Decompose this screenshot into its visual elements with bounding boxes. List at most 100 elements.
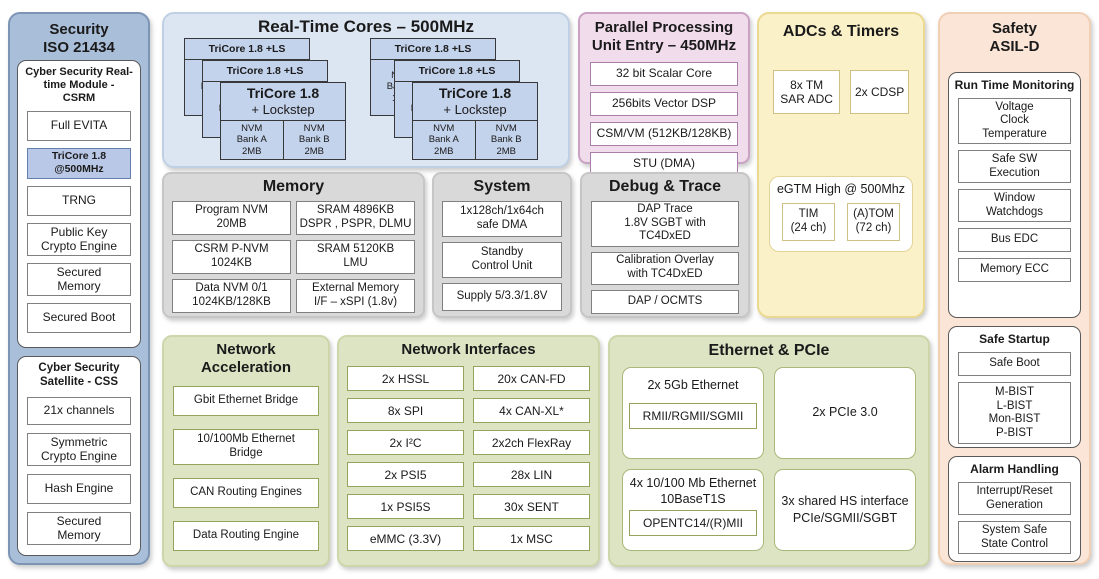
nvm-bank-b: NVM Bank B 2MB	[474, 121, 538, 159]
netaccel-item-10-100-bridge: 10/100Mb Ethernet Bridge	[173, 428, 319, 465]
ppu-title: Parallel Processing Unit Entry – 450MHz	[591, 19, 737, 55]
ppu-panel: Parallel Processing Unit Entry – 450MHz …	[578, 12, 750, 176]
safety-title: Safety ASIL-D	[989, 20, 1040, 56]
netif-cell-can-fd: 20x CAN-FD	[473, 366, 590, 392]
netif-cell-emmc: eMMC (3.3V)	[347, 526, 464, 552]
css-item-channels: 21x channels	[27, 396, 131, 425]
adc-timers-title: ADCs & Timers	[782, 23, 900, 40]
memory-cell-program-nvm: Program NVM 20MB	[172, 200, 291, 235]
csrm-item-secured-boot: Secured Boot	[27, 302, 131, 333]
nvm-bank-b: NVM Bank B 2MB	[282, 121, 346, 159]
csrm-item-public-key-crypto: Public Key Crypto Engine	[27, 222, 131, 256]
tricore-name: TriCore 1.8	[246, 85, 320, 101]
netif-cell-hssl: 2x HSSL	[347, 366, 464, 392]
egtm-item-tim: TIM (24 ch)	[782, 203, 835, 241]
startup-item-bist: M-BIST L-BIST Mon-BIST P-BIST	[958, 382, 1071, 445]
netif-cell-i2c: 2x I²C	[347, 430, 464, 456]
netif-cell-msc: 1x MSC	[473, 526, 590, 552]
egtm-subpanel: eGTM High @ 500Mhz TIM (24 ch) (A)TOM (7…	[769, 176, 913, 252]
ppu-item-vector-dsp: 256bits Vector DSP	[590, 91, 738, 116]
debug-item-dap-trace: DAP Trace 1.8V SGBT with TC4DxED	[591, 200, 739, 247]
debug-trace-title: Debug & Trace	[608, 178, 722, 195]
css-title: Cyber Security Satellite - CSS	[38, 362, 120, 388]
adc-item-cdsp: 2x CDSP	[850, 70, 909, 114]
css-item-hash-engine: Hash Engine	[27, 473, 131, 504]
network-acceleration-panel: Network Acceleration Gbit Ethernet Bridg…	[162, 335, 330, 567]
egtm-item-atom: (A)TOM (72 ch)	[847, 203, 900, 241]
ethernet-pcie-panel: Ethernet & PCIe 2x 5Gb Ethernet RMII/RGM…	[608, 335, 930, 567]
runtime-item-bus-edc: Bus EDC	[958, 228, 1071, 253]
netif-cell-spi: 8x SPI	[347, 398, 464, 424]
netif-cell-psi5s: 1x PSI5S	[347, 494, 464, 520]
safe-startup-title: Safe Startup	[979, 332, 1050, 346]
nvm-bank-a: NVM Bank A 2MB	[428, 123, 459, 157]
egtm-title: eGTM High @ 500Mhz	[776, 182, 905, 196]
alarm-item-interrupt-reset: Interrupt/Reset Generation	[958, 482, 1071, 516]
runtime-item-voltage-clock-temp: Voltage Clock Temperature	[958, 98, 1071, 145]
ethernet-pcie-title: Ethernet & PCIe	[708, 342, 830, 359]
memory-cell-external-memory: External Memory I/F – xSPI (1.8v)	[296, 278, 415, 313]
csrm-item-secured-memory: Secured Memory	[27, 262, 131, 296]
netaccel-item-data-routing: Data Routing Engine	[173, 520, 319, 551]
csrm-item-full-evita: Full EVITA	[27, 110, 131, 141]
memory-panel: Memory Program NVM 20MB SRAM 4896KB DSPR…	[162, 172, 425, 318]
system-panel: System 1x128ch/1x64ch safe DMA Standby C…	[432, 172, 572, 318]
tricore-name: TriCore 1.8	[438, 85, 512, 101]
netif-cell-psi5: 2x PSI5	[347, 462, 464, 488]
nvm-bank-a: NVM Bank A 2MB	[236, 123, 267, 157]
tricore-card-label: TriCore 1.8 +LS	[371, 39, 495, 60]
netif-cell-lin: 28x LIN	[473, 462, 590, 488]
netif-cell-can-xl: 4x CAN-XL*	[473, 398, 590, 424]
csrm-title: Cyber Security Real- time Module - CSRM	[25, 66, 133, 105]
debug-trace-panel: Debug & Trace DAP Trace 1.8V SGBT with T…	[580, 172, 750, 318]
tricore-lockstep: + Lockstep	[443, 102, 507, 117]
system-item-standby-control: Standby Control Unit	[442, 241, 562, 278]
runtime-item-memory-ecc: Memory ECC	[958, 258, 1071, 283]
network-interfaces-title: Network Interfaces	[401, 341, 536, 358]
network-acceleration-title: Network Acceleration	[200, 341, 292, 377]
eth-box-5gb-ethernet: 2x 5Gb Ethernet RMII/RGMII/SGMII	[622, 366, 764, 459]
security-title: Security ISO 21434	[43, 21, 115, 57]
memory-cell-data-nvm: Data NVM 0/1 1024KB/128KB	[172, 278, 291, 313]
memory-cell-csrm-pnvm: CSRM P-NVM 1024KB	[172, 239, 291, 274]
runtime-monitoring-subpanel: Run Time Monitoring Voltage Clock Temper…	[948, 72, 1081, 318]
realtime-cores-title: Real-Time Cores – 500MHz	[257, 17, 475, 36]
csrm-item-trng: TRNG	[27, 185, 131, 216]
eth-shared-hs-label: 3x shared HS interface PCIe/SGMII/SGBT	[781, 494, 909, 525]
css-item-symmetric-crypto: Symmetric Crypto Engine	[27, 432, 131, 466]
alarm-item-system-safe-state: System Safe State Control	[958, 521, 1071, 555]
runtime-item-window-watchdogs: Window Watchdogs	[958, 189, 1071, 223]
network-interfaces-panel: Network Interfaces 2x HSSL 20x CAN-FD 8x…	[337, 335, 600, 567]
safety-panel: Safety ASIL-D Run Time Monitoring Voltag…	[938, 12, 1091, 565]
eth-5gb-interfaces: RMII/RGMII/SGMII	[629, 402, 757, 429]
eth-10-100-label: 4x 10/100 Mb Ethernet 10BaseT1S	[629, 475, 757, 506]
netaccel-item-can-routing: CAN Routing Engines	[173, 477, 319, 508]
csrm-item-tricore-500mhz: TriCore 1.8 @500MHz	[27, 147, 131, 179]
safe-startup-subpanel: Safe Startup Safe Boot M-BIST L-BIST Mon…	[948, 326, 1081, 448]
tricore-card-label: TriCore 1.8 +LS	[203, 61, 327, 82]
debug-item-dap-ocmts: DAP / OCMTS	[591, 289, 739, 314]
netaccel-item-gbit-bridge: Gbit Ethernet Bridge	[173, 385, 319, 416]
tricore-card-front: TriCore 1.8 + Lockstep NVM Bank A 2MB NV…	[412, 82, 538, 160]
ppu-item-scalar-core: 32 bit Scalar Core	[590, 61, 738, 86]
alarm-handling-subpanel: Alarm Handling Interrupt/Reset Generatio…	[948, 456, 1081, 562]
eth-box-pcie: 2x PCIe 3.0	[774, 366, 916, 459]
css-item-secured-memory: Secured Memory	[27, 511, 131, 545]
realtime-cores-panel: Real-Time Cores – 500MHz TriCore 1.8 +LS…	[162, 12, 570, 168]
tricore-lockstep: + Lockstep	[251, 102, 315, 117]
css-subpanel: Cyber Security Satellite - CSS 21x chann…	[17, 356, 141, 556]
memory-title: Memory	[262, 178, 325, 195]
tricore-card-label: TriCore 1.8 +LS	[395, 61, 519, 82]
ppu-item-csm-vm: CSM/VM (512KB/128KB)	[590, 121, 738, 146]
memory-cell-sram-4896: SRAM 4896KB DSPR , PSPR, DLMU	[296, 200, 415, 235]
runtime-item-safe-sw: Safe SW Execution	[958, 150, 1071, 184]
alarm-handling-title: Alarm Handling	[970, 462, 1059, 476]
eth-5gb-label: 2x 5Gb Ethernet	[647, 377, 739, 392]
eth-box-shared-hs: 3x shared HS interface PCIe/SGMII/SGBT	[774, 468, 916, 551]
security-panel: Security ISO 21434 Cyber Security Real- …	[8, 12, 150, 565]
memory-cell-sram-5120: SRAM 5120KB LMU	[296, 239, 415, 274]
adc-item-sar-adc: 8x TM SAR ADC	[773, 70, 841, 114]
tricore-card-front: TriCore 1.8 + Lockstep NVM Bank A 2MB NV…	[220, 82, 346, 160]
csrm-subpanel: Cyber Security Real- time Module - CSRM …	[17, 60, 141, 348]
netif-cell-sent: 30x SENT	[473, 494, 590, 520]
